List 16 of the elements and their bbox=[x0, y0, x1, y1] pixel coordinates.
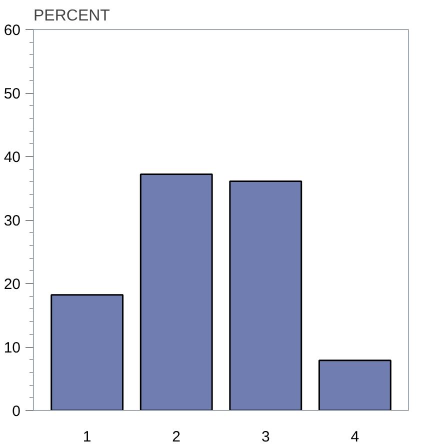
bar bbox=[50, 294, 124, 410]
x-tick-label: 4 bbox=[350, 428, 360, 446]
y-tick-label: 0 bbox=[12, 403, 20, 420]
y-tick-label: 10 bbox=[4, 340, 21, 356]
bar bbox=[318, 360, 392, 410]
y-tick-label: 20 bbox=[4, 276, 21, 293]
y-tick-label: 40 bbox=[4, 149, 21, 166]
bar bbox=[229, 180, 302, 410]
x-tick-label: 2 bbox=[172, 428, 181, 446]
y-axis-title: PERCENT bbox=[34, 8, 110, 24]
bar bbox=[140, 174, 213, 410]
y-tick-label: 30 bbox=[4, 212, 21, 230]
x-tick-label: 1 bbox=[82, 428, 92, 446]
x-tick-label: 3 bbox=[261, 428, 270, 446]
y-tick-label: 60 bbox=[4, 22, 21, 39]
y-tick-label: 50 bbox=[4, 86, 21, 102]
